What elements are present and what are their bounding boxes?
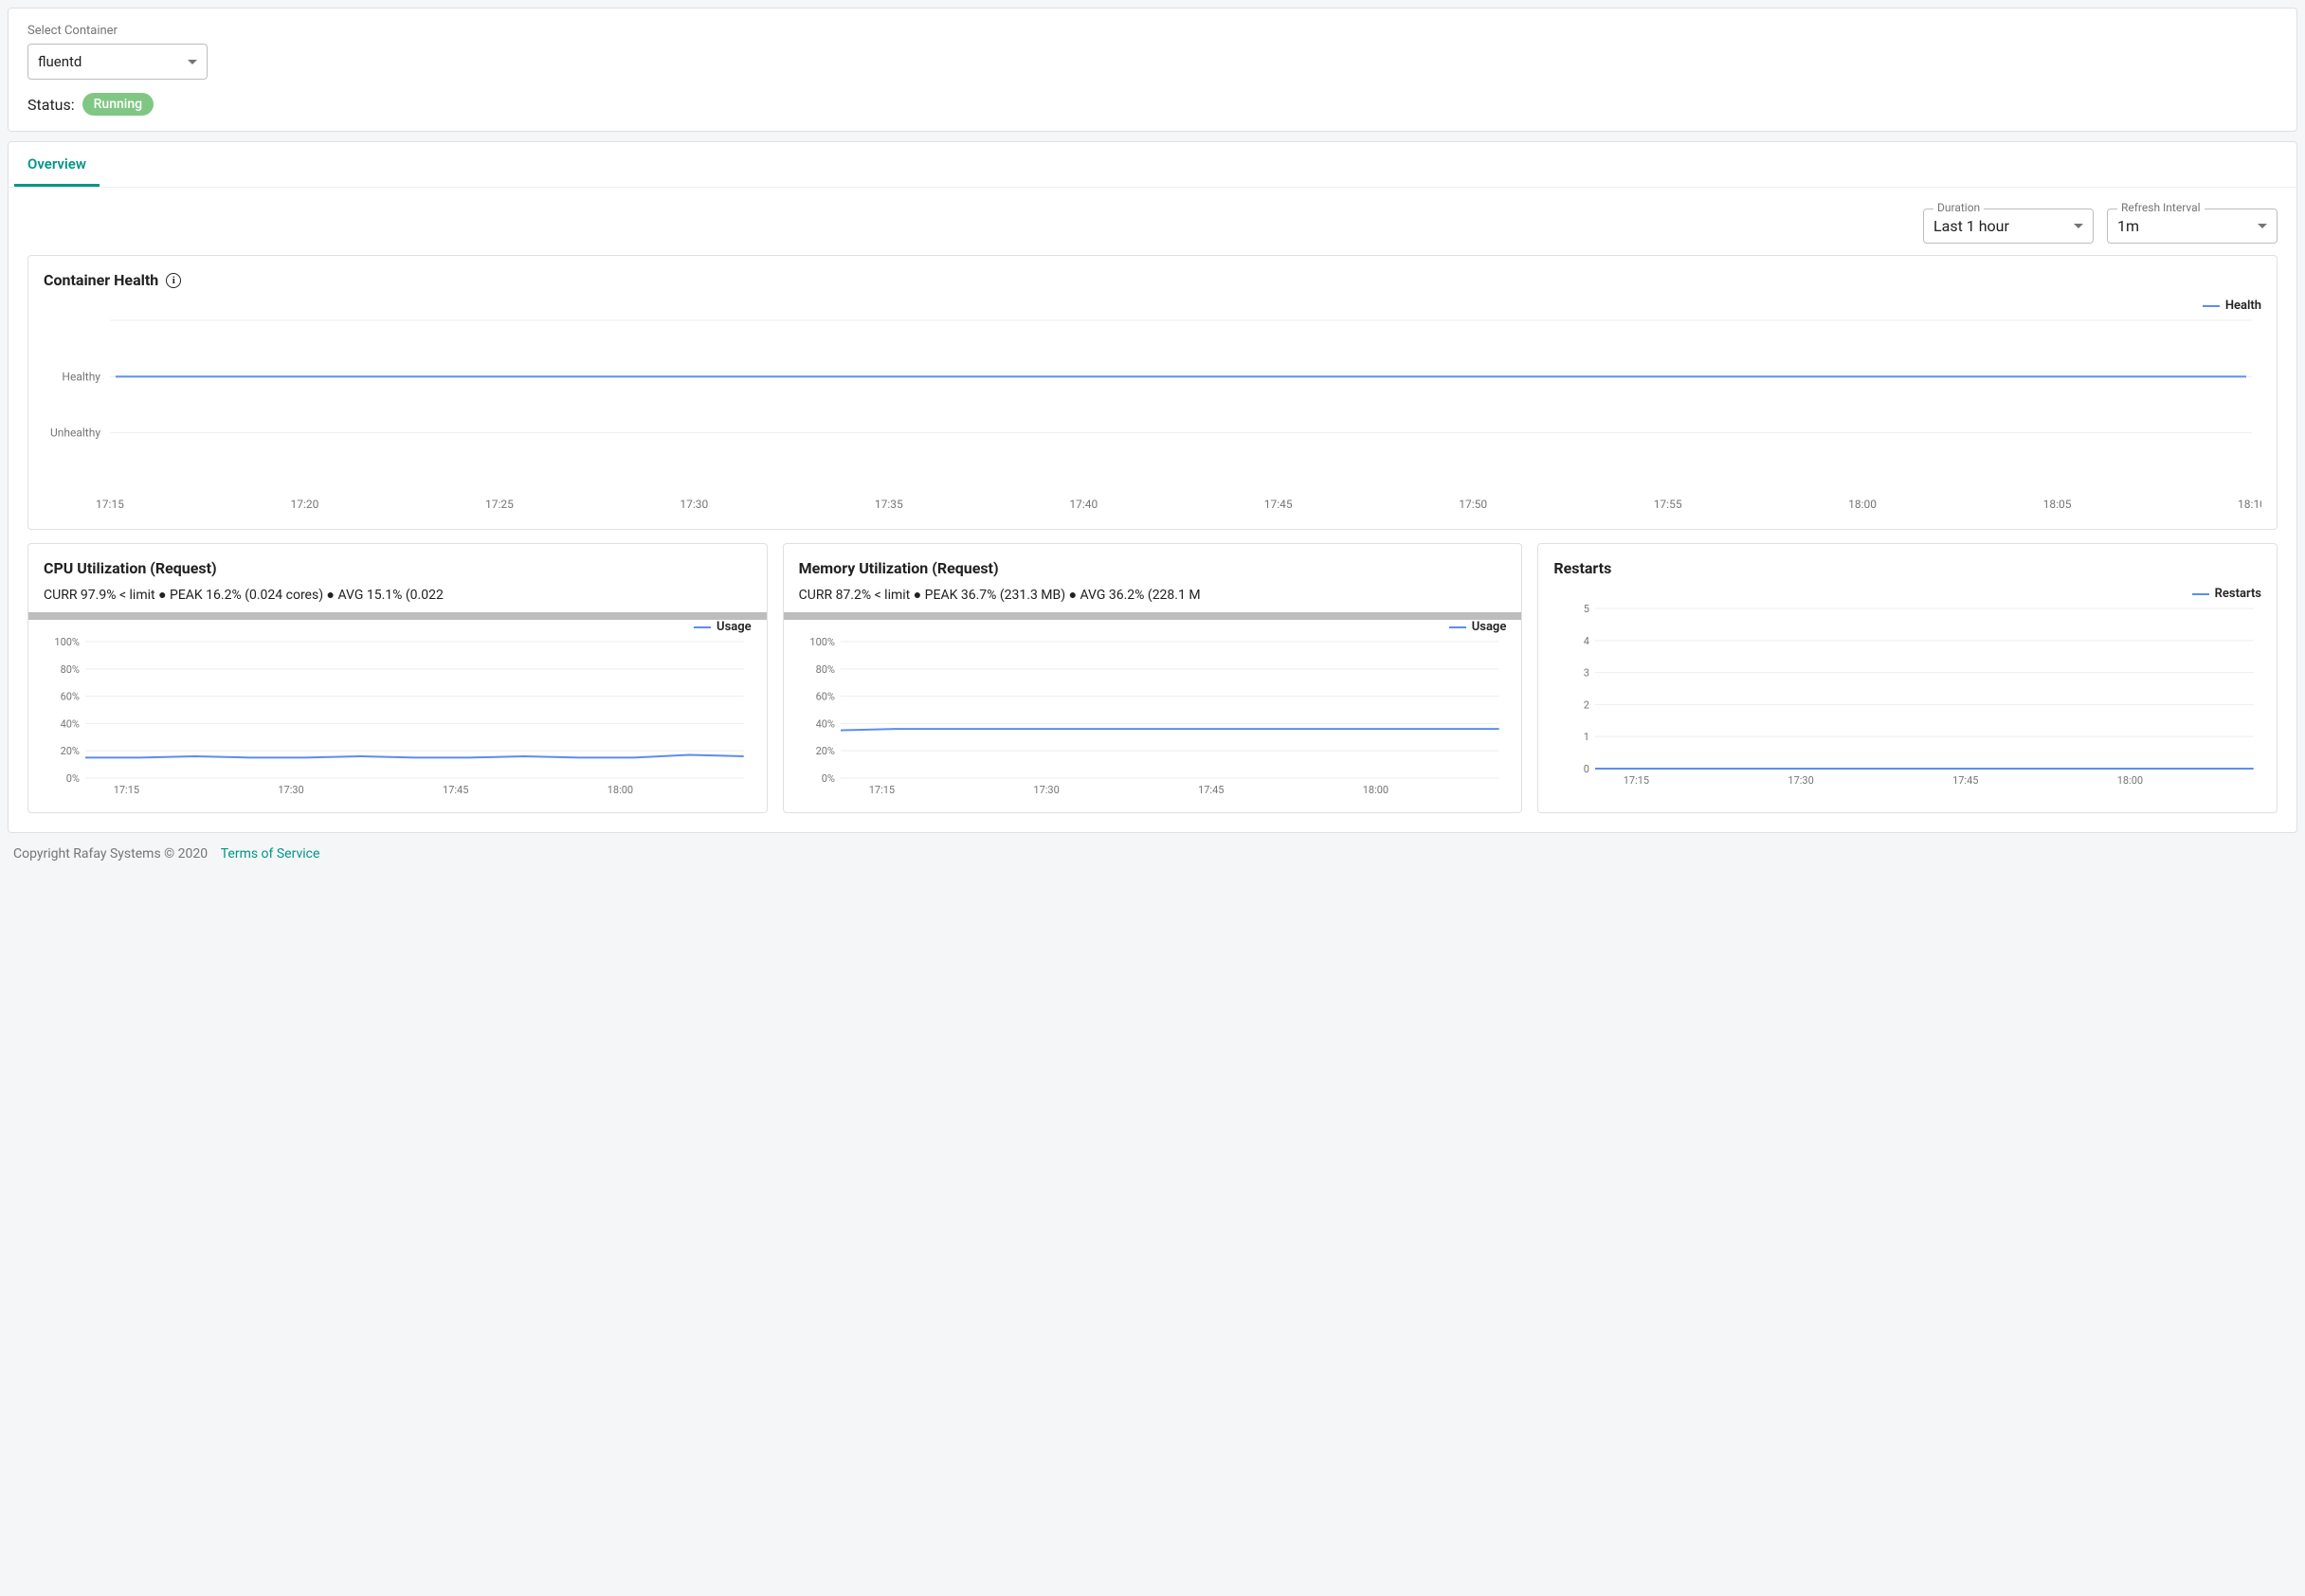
chevron-down-icon xyxy=(188,60,197,64)
terms-of-service-link[interactable]: Terms of Service xyxy=(221,846,320,861)
panel-memory: Memory Utilization (Request) CURR 87.2% … xyxy=(783,543,1523,813)
panel-title: CPU Utilization (Request) xyxy=(44,559,217,577)
svg-text:17:15: 17:15 xyxy=(96,498,124,511)
legend-swatch xyxy=(2203,305,2220,307)
duration-value: Last 1 hour xyxy=(1933,217,2009,235)
container-select-card: Select Container fluentd Status: Running xyxy=(8,8,2297,132)
svg-text:17:15: 17:15 xyxy=(868,784,894,796)
svg-text:17:35: 17:35 xyxy=(875,498,903,511)
svg-text:5: 5 xyxy=(1584,605,1589,615)
status-label: Status: xyxy=(27,96,75,114)
legend-swatch xyxy=(1449,626,1466,628)
svg-text:0%: 0% xyxy=(821,772,834,785)
legend-label: Usage xyxy=(717,620,752,634)
chevron-down-icon xyxy=(2258,224,2267,228)
svg-text:60%: 60% xyxy=(815,691,834,703)
panel-title: Container Health xyxy=(44,271,158,289)
svg-text:40%: 40% xyxy=(815,717,834,730)
svg-text:17:40: 17:40 xyxy=(1069,498,1098,511)
tab-overview[interactable]: Overview xyxy=(14,142,100,187)
svg-text:2: 2 xyxy=(1584,698,1589,711)
svg-text:20%: 20% xyxy=(815,745,834,757)
refresh-select[interactable]: Refresh Interval 1m xyxy=(2107,209,2278,244)
svg-text:17:30: 17:30 xyxy=(680,498,708,511)
svg-text:Healthy: Healthy xyxy=(62,370,100,383)
panel-title: Memory Utilization (Request) xyxy=(799,559,999,577)
legend-label: Restarts xyxy=(2215,587,2261,601)
refresh-label: Refresh Interval xyxy=(2117,201,2205,214)
svg-text:0%: 0% xyxy=(66,772,80,785)
health-chart: Healthy Unhealthy 17:15 17:20 17:25 17:30 17:3… xyxy=(44,317,2261,516)
svg-text:20%: 20% xyxy=(61,745,80,757)
limit-bar xyxy=(784,612,1522,620)
svg-text:18:00: 18:00 xyxy=(1848,498,1877,511)
legend-swatch xyxy=(694,626,711,628)
legend-swatch xyxy=(2192,593,2209,595)
svg-text:40%: 40% xyxy=(61,717,80,730)
svg-text:60%: 60% xyxy=(61,691,80,703)
svg-text:17:55: 17:55 xyxy=(1654,498,1682,511)
legend-label: Health xyxy=(2225,299,2261,313)
mem-chart: 0% 20% 40% 60% 80% 100% 17:15 17:30 17:45 18:00 xyxy=(799,638,1507,799)
svg-text:17:15: 17:15 xyxy=(114,784,139,796)
svg-text:100%: 100% xyxy=(54,638,80,648)
time-controls: Duration Last 1 hour Refresh Interval 1m xyxy=(9,188,2296,255)
svg-text:1: 1 xyxy=(1584,731,1589,743)
cpu-chart: 0% 20% 40% 60% 80% 100% 17:15 17:30 17:45 18:00 xyxy=(44,638,752,799)
refresh-value: 1m xyxy=(2117,217,2139,235)
svg-text:17:45: 17:45 xyxy=(1952,774,1978,787)
svg-text:17:45: 17:45 xyxy=(1264,498,1293,511)
svg-text:18:00: 18:00 xyxy=(1362,784,1388,796)
panel-cpu: CPU Utilization (Request) CURR 97.9% < l… xyxy=(27,543,768,813)
svg-text:17:45: 17:45 xyxy=(443,784,468,796)
svg-text:18:00: 18:00 xyxy=(2117,774,2143,787)
svg-text:0: 0 xyxy=(1584,763,1589,775)
restarts-chart: 0 1 2 3 4 5 17:15 17:30 17:45 18:00 xyxy=(1553,605,2261,789)
status-badge: Running xyxy=(82,93,154,116)
svg-text:17:45: 17:45 xyxy=(1198,784,1224,796)
footer: Copyright Rafay Systems © 2020 Terms of … xyxy=(8,833,2297,867)
svg-text:18:00: 18:00 xyxy=(608,784,633,796)
svg-text:18:10: 18:10 xyxy=(2238,498,2261,511)
svg-text:17:50: 17:50 xyxy=(1459,498,1487,511)
chevron-down-icon xyxy=(2074,224,2083,228)
container-select-value: fluentd xyxy=(38,53,82,70)
container-select-label: Select Container xyxy=(27,24,2278,38)
svg-text:3: 3 xyxy=(1584,667,1589,680)
cpu-subtitle: CURR 97.9% < limit ● PEAK 16.2% (0.024 c… xyxy=(28,587,767,610)
svg-text:17:20: 17:20 xyxy=(291,498,319,511)
info-icon[interactable]: i xyxy=(166,273,181,288)
panel-restarts: Restarts Restarts 0 1 2 3 4 5 17:15 17:30 17:45 1… xyxy=(1537,543,2278,813)
tabs-bar: Overview xyxy=(9,142,2296,188)
panel-title: Restarts xyxy=(1553,559,1611,577)
svg-text:17:15: 17:15 xyxy=(1624,774,1649,787)
svg-text:4: 4 xyxy=(1584,635,1589,647)
svg-text:17:25: 17:25 xyxy=(485,498,514,511)
svg-text:18:05: 18:05 xyxy=(2043,498,2072,511)
svg-text:17:30: 17:30 xyxy=(278,784,303,796)
copyright: Copyright Rafay Systems © 2020 xyxy=(13,846,208,861)
svg-text:80%: 80% xyxy=(61,663,80,676)
svg-text:80%: 80% xyxy=(815,663,834,676)
main-card: Overview Duration Last 1 hour Refresh In… xyxy=(8,141,2297,833)
panel-container-health: Container Health i Health Healthy Unhealt… xyxy=(27,255,2278,530)
duration-label: Duration xyxy=(1933,201,1984,214)
container-select[interactable]: fluentd xyxy=(27,44,208,80)
svg-text:17:30: 17:30 xyxy=(1788,774,1814,787)
svg-text:100%: 100% xyxy=(809,638,835,648)
limit-bar xyxy=(28,612,767,620)
mem-subtitle: CURR 87.2% < limit ● PEAK 36.7% (231.3 M… xyxy=(784,587,1522,610)
svg-text:17:30: 17:30 xyxy=(1033,784,1059,796)
svg-text:Unhealthy: Unhealthy xyxy=(50,426,100,440)
legend-label: Usage xyxy=(1472,620,1507,634)
duration-select[interactable]: Duration Last 1 hour xyxy=(1923,209,2094,244)
